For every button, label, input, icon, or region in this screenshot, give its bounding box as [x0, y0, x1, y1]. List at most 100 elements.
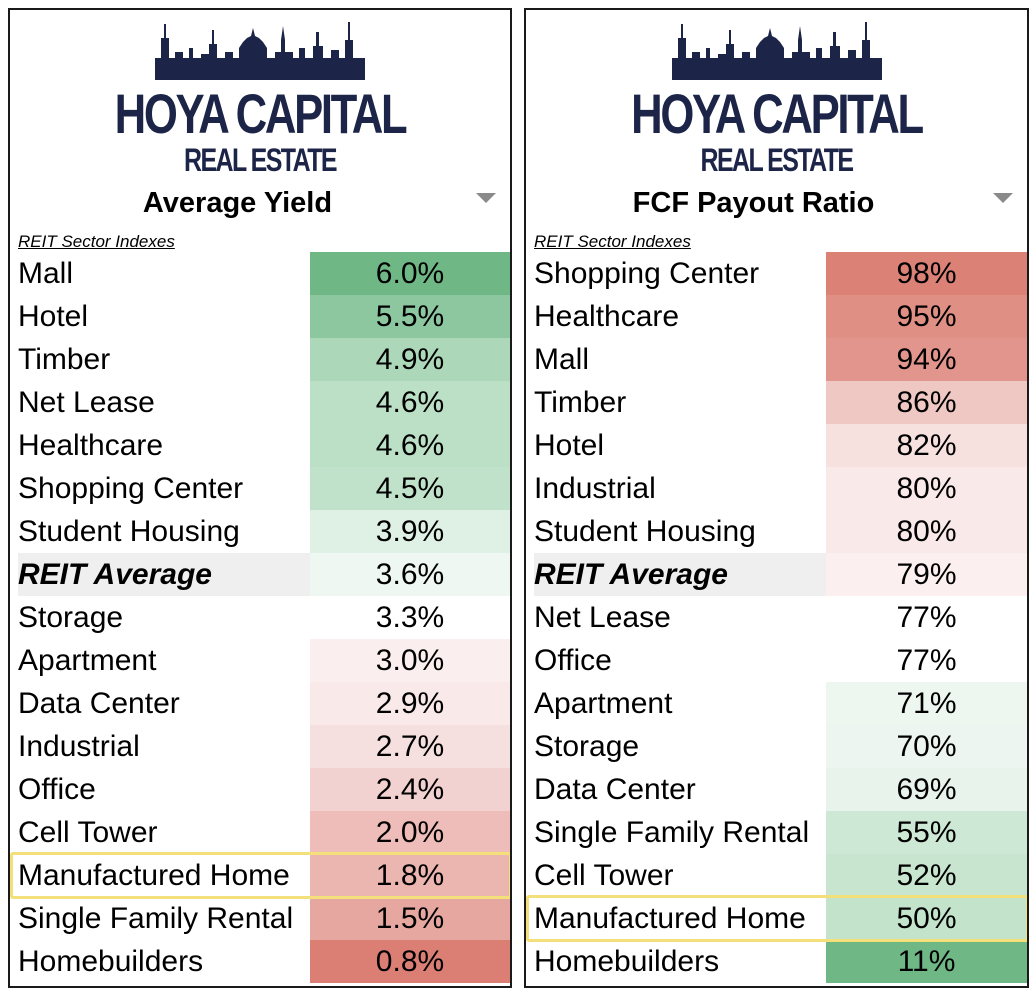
- panel-title: Average Yield: [142, 187, 333, 219]
- sector-value: 5.5%: [310, 295, 510, 338]
- sector-label: Hotel: [18, 300, 89, 333]
- panel-subtitle: REIT Sector Indexes: [534, 232, 691, 251]
- table-row-data-center: Data Center 69%: [526, 768, 1027, 811]
- chevron-down-icon[interactable]: [993, 193, 1013, 203]
- table-row-reit-average: REIT Average 3.6%: [10, 553, 510, 596]
- sector-label: Storage: [18, 601, 124, 634]
- sector-value: 69%: [826, 768, 1027, 811]
- table-row-mall: Mall 94%: [526, 338, 1027, 381]
- table-row-homebuilders: Homebuilders 11%: [526, 940, 1027, 983]
- sector-value: 95%: [826, 295, 1027, 338]
- table-row-healthcare: Healthcare 4.6%: [10, 424, 510, 467]
- sector-label: Mall: [534, 343, 590, 376]
- sector-label: Homebuilders: [18, 945, 204, 978]
- table-row-cell-tower: Cell Tower 52%: [526, 854, 1027, 897]
- table-row-healthcare: Healthcare 95%: [526, 295, 1027, 338]
- sector-label: Single Family Rental: [18, 902, 294, 935]
- sector-label: Manufactured Home: [534, 902, 806, 935]
- sector-label: Shopping Center: [18, 472, 244, 505]
- sector-label: Data Center: [534, 773, 696, 806]
- logo-wordmark: HOYA CAPITAL: [631, 82, 924, 145]
- sector-label: Hotel: [534, 429, 605, 462]
- sector-value: 79%: [826, 553, 1027, 596]
- sector-label: REIT Average: [534, 553, 826, 596]
- table-row-office: Office 2.4%: [10, 768, 510, 811]
- sector-label: Mall: [18, 257, 74, 290]
- table-row-hotel: Hotel 82%: [526, 424, 1027, 467]
- sector-label: Student Housing: [534, 515, 756, 548]
- sector-value: 1.8%: [310, 854, 510, 897]
- sector-value: 4.5%: [310, 467, 510, 510]
- chevron-down-icon[interactable]: [476, 193, 496, 203]
- sector-label: Healthcare: [18, 429, 164, 462]
- table-row-shopping-center: Shopping Center 4.5%: [10, 467, 510, 510]
- sector-label: Office: [534, 644, 612, 677]
- sector-value: 4.6%: [310, 381, 510, 424]
- table-row-net-lease: Net Lease 4.6%: [10, 381, 510, 424]
- table-row-reit-average: REIT Average 79%: [526, 553, 1027, 596]
- sector-label: Manufactured Home: [18, 859, 290, 892]
- table-row-homebuilders: Homebuilders 0.8%: [10, 940, 510, 983]
- panel-title: FCF Payout Ratio: [632, 187, 875, 219]
- skyline-icon: [155, 22, 365, 80]
- table-row-apartment: Apartment 3.0%: [10, 639, 510, 682]
- sector-value: 3.6%: [310, 553, 510, 596]
- fcf-payout-panel: HOYA CAPITAL REAL ESTATE FCF Payout Rati…: [524, 8, 1029, 988]
- sector-value: 50%: [826, 897, 1027, 940]
- table-row-manufactured-home: Manufactured Home 1.8%: [10, 854, 510, 897]
- sector-label: Cell Tower: [534, 859, 674, 892]
- sector-value: 80%: [826, 467, 1027, 510]
- sector-value: 6.0%: [310, 252, 510, 295]
- table-row-apartment: Apartment 71%: [526, 682, 1027, 725]
- sector-value: 11%: [826, 940, 1027, 983]
- sector-value: 98%: [826, 252, 1027, 295]
- sector-value: 77%: [826, 596, 1027, 639]
- table-row-shopping-center: Shopping Center 98%: [526, 252, 1027, 295]
- table-row-single-family-rental: Single Family Rental 55%: [526, 811, 1027, 854]
- sector-value: 1.5%: [310, 897, 510, 940]
- sector-value: 71%: [826, 682, 1027, 725]
- table-row-data-center: Data Center 2.9%: [10, 682, 510, 725]
- table-row-single-family-rental: Single Family Rental 1.5%: [10, 897, 510, 940]
- table-row-hotel: Hotel 5.5%: [10, 295, 510, 338]
- hoya-capital-logo: HOYA CAPITAL REAL ESTATE: [10, 18, 510, 186]
- sector-value: 77%: [826, 639, 1027, 682]
- panel-subtitle: REIT Sector Indexes: [18, 232, 175, 251]
- sector-value: 80%: [826, 510, 1027, 553]
- sector-label: Apartment: [534, 687, 673, 720]
- sector-value: 55%: [826, 811, 1027, 854]
- logo-subtext: REAL ESTATE: [700, 142, 854, 178]
- sector-value: 2.0%: [310, 811, 510, 854]
- sector-label: REIT Average: [18, 553, 310, 596]
- table-row-student-housing: Student Housing 3.9%: [10, 510, 510, 553]
- sector-label: Shopping Center: [534, 257, 760, 290]
- table-row-timber: Timber 86%: [526, 381, 1027, 424]
- sector-label: Healthcare: [534, 300, 680, 333]
- sector-value: 4.6%: [310, 424, 510, 467]
- sector-value: 0.8%: [310, 940, 510, 983]
- table-row-office: Office 77%: [526, 639, 1027, 682]
- sector-label: Apartment: [18, 644, 157, 677]
- sector-label: Single Family Rental: [534, 816, 810, 849]
- sector-label: Industrial: [18, 730, 140, 763]
- sector-label: Office: [18, 773, 96, 806]
- sector-value: 70%: [826, 725, 1027, 768]
- sector-label: Net Lease: [534, 601, 671, 634]
- sector-value: 3.0%: [310, 639, 510, 682]
- table-row-student-housing: Student Housing 80%: [526, 510, 1027, 553]
- sector-label: Data Center: [18, 687, 180, 720]
- logo-subtext: REAL ESTATE: [183, 142, 338, 178]
- logo-wordmark: HOYA CAPITAL: [114, 82, 408, 145]
- skyline-icon: [671, 22, 882, 80]
- sector-label: Homebuilders: [534, 945, 720, 978]
- table-row-mall: Mall 6.0%: [10, 252, 510, 295]
- sector-value: 3.3%: [310, 596, 510, 639]
- sector-value: 4.9%: [310, 338, 510, 381]
- sector-value: 3.9%: [310, 510, 510, 553]
- table-row-net-lease: Net Lease 77%: [526, 596, 1027, 639]
- sector-value: 86%: [826, 381, 1027, 424]
- average-yield-panel: HOYA CAPITAL REAL ESTATE Average Yield R…: [8, 8, 512, 988]
- sector-label: Student Housing: [18, 515, 240, 548]
- sector-value: 52%: [826, 854, 1027, 897]
- payout-table: Shopping Center 98% Healthcare 95% Mall 94% Ti…: [526, 252, 1027, 983]
